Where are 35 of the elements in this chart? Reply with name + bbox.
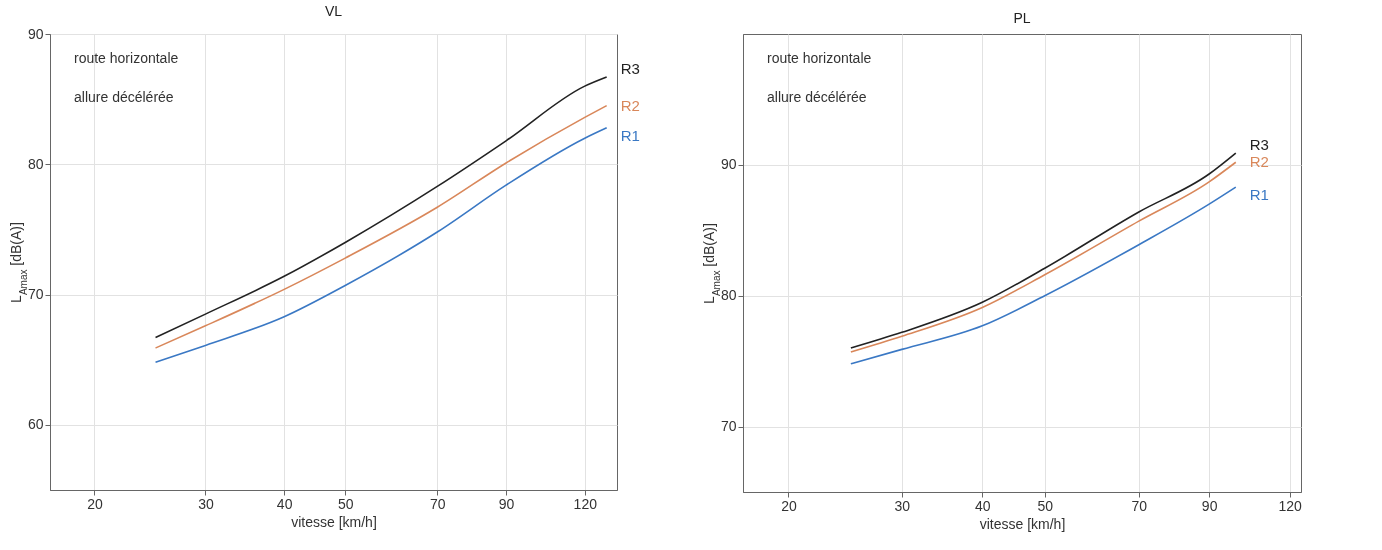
annotation: route horizontale xyxy=(767,50,872,66)
y-tick-label: 60 xyxy=(27,416,44,433)
annotation: allure décélérée xyxy=(74,89,174,105)
annotation: route horizontale xyxy=(74,50,179,66)
series-label: R2 xyxy=(620,96,640,114)
y-tick-label: 80 xyxy=(27,155,44,172)
y-tick-label: 90 xyxy=(720,156,737,173)
x-axis-title: vitesse [km/h] xyxy=(979,515,1066,532)
x-axis-title: vitesse [km/h] xyxy=(291,513,377,530)
chart-title: PL xyxy=(1013,10,1031,26)
series-label: R3 xyxy=(620,59,640,77)
y-tick-label: 80 xyxy=(720,287,737,304)
x-tick-label: 40 xyxy=(975,497,991,514)
x-tick-label: 50 xyxy=(1037,497,1054,514)
x-tick-label: 30 xyxy=(198,495,214,512)
x-tick-label: 90 xyxy=(1201,497,1218,514)
series-label: R1 xyxy=(1249,186,1269,204)
y-tick-label: 90 xyxy=(27,25,44,42)
series-label: R2 xyxy=(1249,153,1269,171)
series-label: R3 xyxy=(1249,136,1269,154)
x-tick-label: 120 xyxy=(1278,497,1302,514)
x-tick-label: 40 xyxy=(276,495,293,512)
y-tick-label: 70 xyxy=(27,286,44,303)
x-tick-label: 20 xyxy=(781,497,797,514)
x-tick-label: 50 xyxy=(337,495,354,512)
x-tick-label: 120 xyxy=(573,495,598,512)
y-tick-label: 70 xyxy=(720,418,737,435)
x-tick-label: 20 xyxy=(87,495,103,512)
x-tick-label: 30 xyxy=(894,497,911,514)
chart-title: VL xyxy=(324,3,343,19)
x-tick-label: 70 xyxy=(429,495,446,512)
series-label: R1 xyxy=(620,126,640,144)
x-tick-label: 70 xyxy=(1131,497,1148,514)
x-tick-label: 90 xyxy=(498,495,515,512)
annotation: allure décélérée xyxy=(767,89,867,105)
